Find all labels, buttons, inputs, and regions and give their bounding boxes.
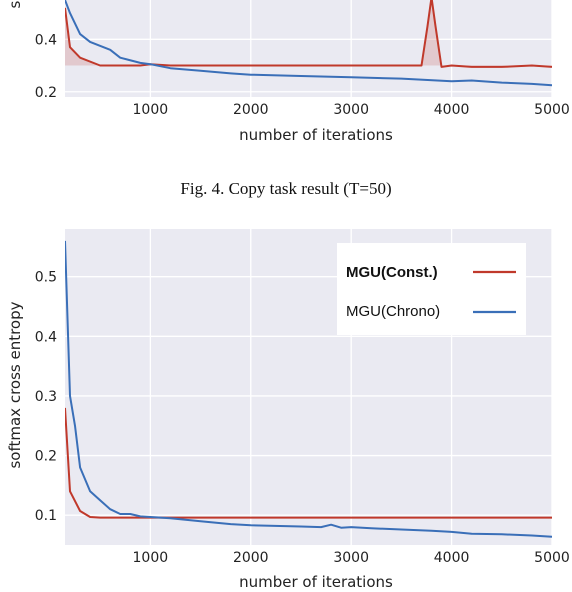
series-lines [65, 0, 552, 87]
grid [65, 229, 553, 545]
y-tick-label: 0.1 [35, 508, 57, 524]
series-line-chrono [65, 0, 552, 87]
x-tick-label: 5000 [534, 550, 570, 566]
x-tick-label: 1000 [133, 102, 169, 118]
x-tick-label: 1000 [133, 550, 169, 566]
series-line-chrono [65, 240, 552, 538]
x-tick-label: 3000 [333, 102, 369, 118]
grid [65, 0, 553, 97]
legend-label-chrono: MGU(Chrono) [346, 303, 440, 320]
series-line-const [65, 0, 552, 68]
x-axis-label: number of iterations [239, 573, 393, 591]
y-tick-label: 0.4 [35, 32, 57, 48]
x-tick-label: 5000 [534, 102, 570, 118]
x-tick-label: 4000 [434, 550, 470, 566]
x-axis-label: number of iterations [239, 126, 393, 144]
x-tick-label: 2000 [233, 550, 269, 566]
y-axis-label: softmax cross entropy [6, 301, 24, 468]
y-tick-labels: 0.2 0.4 [35, 32, 57, 100]
y-tick-label: 0.5 [35, 270, 57, 286]
x-tick-labels: 1000 2000 3000 4000 5000 [133, 102, 570, 118]
x-tick-labels: 1000 2000 3000 4000 5000 [133, 550, 570, 566]
y-tick-labels: 0.1 0.2 0.3 0.4 0.5 [35, 270, 57, 524]
figure-caption: Fig. 4. Copy task result (T=50) [180, 179, 391, 198]
series-band-const [65, 0, 552, 67]
series-line-const [65, 407, 552, 519]
legend-label-const: MGU(Const.) [346, 264, 438, 281]
x-tick-label: 4000 [434, 102, 470, 118]
legend: MGU(Const.) MGU(Chrono) [337, 243, 526, 335]
x-tick-label: 2000 [233, 102, 269, 118]
y-tick-label: 0.4 [35, 329, 57, 345]
series-lines [65, 240, 552, 538]
plot-area [65, 0, 552, 97]
legend-background [337, 243, 526, 335]
y-tick-label: 0.3 [35, 389, 57, 405]
y-tick-label: 0.2 [35, 85, 57, 101]
y-axis-label: softmax cross entropy [6, 0, 24, 9]
top-chart: 1000 2000 3000 4000 5000 0.2 0.4 number of it… [6, 0, 570, 144]
bottom-chart: 1000 2000 3000 4000 5000 0.1 0.2 0.3 0.4 0.5 num… [6, 229, 570, 591]
y-tick-label: 0.2 [35, 449, 57, 465]
x-tick-label: 3000 [333, 550, 369, 566]
